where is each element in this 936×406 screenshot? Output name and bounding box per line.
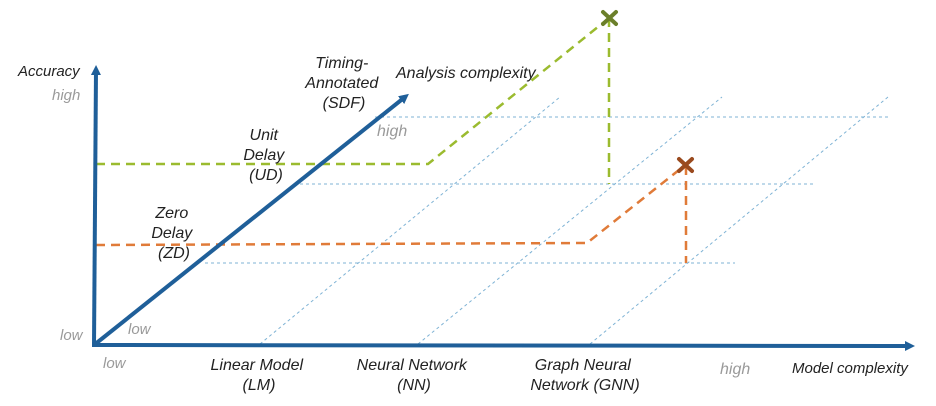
x-low-label: low [103, 355, 127, 372]
diag-high-label: high [377, 123, 407, 140]
grid-lines [205, 96, 889, 345]
green-path [96, 17, 611, 184]
y-low-label: low [60, 327, 84, 344]
model-lm-label: Linear Model (LM) [211, 357, 308, 394]
model-nn-label: Neural Network (NN) [357, 357, 472, 394]
cross-marker-green [601, 10, 618, 26]
grid-diagonal-nn [417, 96, 723, 345]
y-high-label: high [52, 87, 80, 104]
axes [90, 65, 915, 351]
x-axis-label: Model complexity [792, 360, 909, 377]
grid-diagonal-gnn [589, 96, 889, 345]
y-axis [90, 65, 101, 346]
model-gnn-label: Graph Neural Network (GNN) [530, 357, 639, 394]
delay-zd-label: Zero Delay (ZD) [151, 205, 196, 262]
x-high-label: high [720, 361, 750, 378]
grid-diagonal-lm [259, 96, 561, 345]
delay-sdf-label: Timing- Annotated (SDF) [304, 55, 382, 112]
x-axis [91, 340, 915, 351]
analysis-axis-label: Analysis complexity [395, 65, 537, 82]
delay-ud-label: Unit Delay (UD) [243, 127, 288, 184]
orange-path [95, 165, 688, 263]
analysis-axis [92, 93, 409, 347]
diag-low-label: low [128, 321, 152, 338]
y-axis-label: Accuracy [17, 63, 81, 80]
cross-marker-orange [677, 157, 694, 173]
